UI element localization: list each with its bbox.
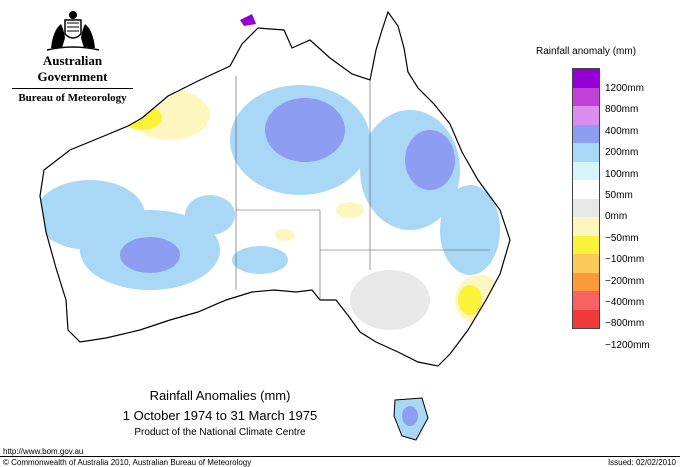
legend-swatch	[573, 309, 599, 328]
legend-swatch	[573, 87, 599, 106]
map-product: Product of the National Climate Centre	[134, 427, 306, 438]
copyright-text: © Commonwealth of Australia 2010, Austra…	[3, 458, 252, 467]
legend-label: 100mm	[605, 168, 639, 180]
issued-date: Issued: 02/02/2010	[607, 458, 676, 467]
legend-labels: 1200mm 800mm 400mm 200mm 100mm 50mm 0mm −50mm −1…	[605, 78, 650, 356]
legend-swatch	[573, 143, 599, 162]
legend-swatch	[573, 198, 599, 217]
bureau-name: Bureau of Meteorology	[18, 92, 127, 104]
legend-label: 200mm	[605, 147, 639, 159]
coat-of-arms-icon	[46, 11, 99, 51]
legend-label: 1200mm	[605, 83, 644, 94]
legend-swatch	[573, 217, 599, 236]
legend-color-scale	[572, 68, 600, 329]
legend-label: −200mm	[605, 275, 645, 287]
footer: © Commonwealth of Australia 2010, Austra…	[0, 456, 680, 467]
legend-label: −1200mm	[605, 339, 650, 351]
legend-swatch	[573, 106, 599, 125]
map-title: Rainfall Anomalies (mm)	[149, 388, 291, 403]
legend-swatch	[573, 180, 599, 199]
legend-swatch	[573, 291, 599, 310]
map-caption: Rainfall Anomalies (mm) 1 October 1974 t…	[120, 388, 320, 438]
legend-label: 50mm	[605, 189, 633, 201]
legend-swatch	[573, 254, 599, 273]
logo-divider	[12, 88, 133, 89]
legend-title: Rainfall anomaly (mm)	[536, 46, 637, 57]
map-period: 1 October 1974 to 31 March 1975	[122, 408, 318, 423]
legend-swatch	[573, 235, 599, 254]
legend-label: 400mm	[605, 125, 639, 137]
legend-swatch	[573, 124, 599, 143]
rainfall-anomaly-map	[39, 10, 511, 441]
legend-swatch	[573, 69, 599, 88]
legend-swatch	[573, 272, 599, 291]
legend-label: −400mm	[605, 296, 645, 308]
government-logo: Australian Government Bureau of Meteorol…	[10, 10, 135, 104]
website-link[interactable]: http://www.bom.gov.au	[3, 447, 84, 456]
government-name: Australian Government	[37, 53, 108, 84]
legend-label: −50mm	[605, 232, 639, 244]
legend-swatch	[573, 161, 599, 180]
legend-label: −800mm	[605, 318, 645, 330]
legend-label: −100mm	[605, 254, 645, 266]
legend-label: 0mm	[605, 211, 628, 223]
legend-label: 800mm	[605, 104, 639, 116]
